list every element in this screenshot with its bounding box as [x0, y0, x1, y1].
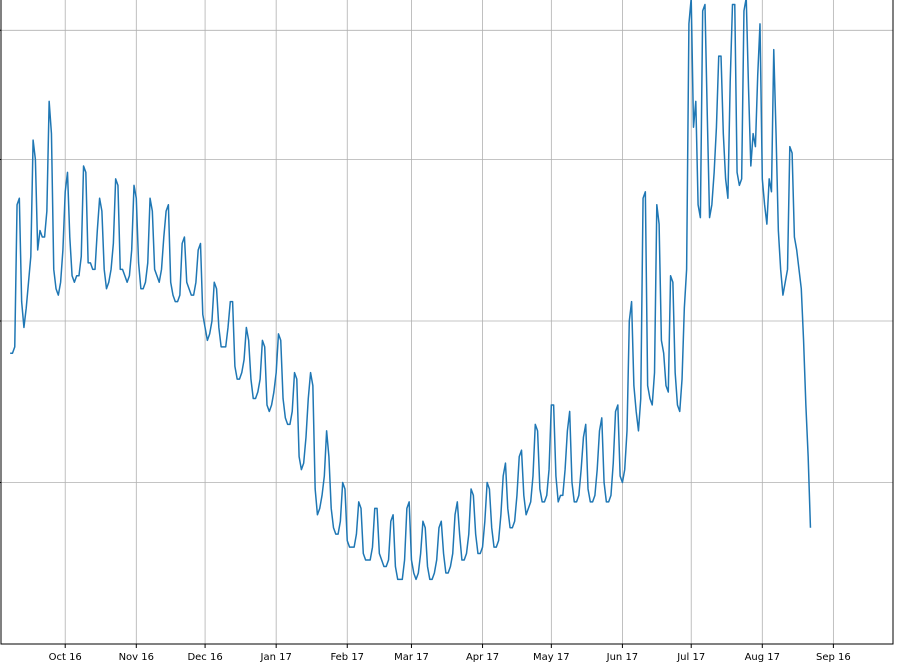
x-tick-label: Jul 17	[676, 652, 705, 663]
series-layer	[10, 0, 812, 581]
x-tick-label: Aug 17	[745, 652, 780, 663]
plot-area-frame	[0, 0, 894, 645]
x-tick-label: Jan 17	[260, 652, 292, 663]
x-tick-label: Feb 17	[330, 652, 364, 663]
x-tick-label: Oct 16	[49, 652, 82, 663]
x-tick-label: Sep 16	[816, 652, 851, 663]
x-tick-label: Apr 17	[466, 652, 499, 663]
x-tick-label: Dec 16	[187, 652, 222, 663]
x-tick-label: Nov 16	[119, 652, 154, 663]
series-line	[10, 0, 812, 581]
x-tick-label: Mar 17	[394, 652, 429, 663]
grid	[1, 0, 893, 644]
x-tick-label: May 17	[533, 652, 570, 663]
axis-ticks: Oct 16 Nov 16 Dec 16 Jan 17 Feb 17 Mar 17 Apr …	[0, 29, 851, 663]
x-tick-label: Jun 17	[606, 652, 639, 663]
